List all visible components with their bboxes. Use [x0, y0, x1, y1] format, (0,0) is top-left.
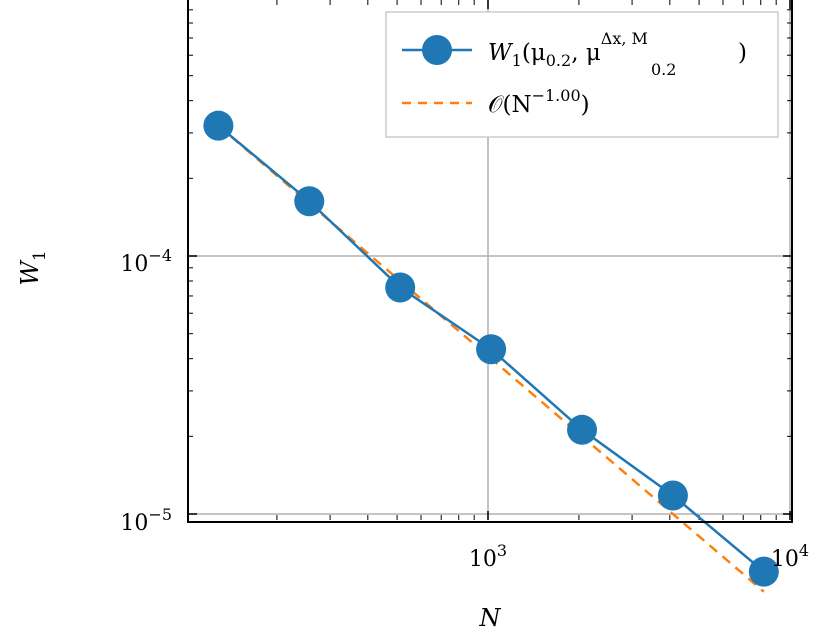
grid: [188, 0, 792, 520]
y-axis-label: W1: [16, 250, 50, 286]
series-1-point-0: [203, 110, 234, 141]
tick-labels: 103 104 10−4 10−5: [120, 246, 809, 572]
series-1-point-1: [294, 186, 325, 217]
legend-box: [385, 11, 779, 138]
series-1-point-3: [476, 334, 507, 365]
series-1-point-5: [657, 480, 688, 511]
series-1-point-2: [385, 272, 416, 303]
series-1-point-6: [748, 556, 779, 587]
plot-frame: [187, 0, 793, 523]
legend-label-series-1: W1(μ0.2, μΔx, M0.2): [488, 29, 747, 79]
y-tick-label-1e-5: 10−5: [120, 505, 172, 536]
major-ticks: [188, 0, 792, 520]
x-tick-label-10000: 104: [771, 541, 809, 572]
x-tick-label-1000: 103: [469, 541, 507, 572]
series-1-point-4: [567, 414, 598, 445]
x-axis-label: N: [479, 604, 502, 632]
legend-label-series-2: 𝒪(N−1.00): [488, 86, 590, 118]
y-tick-label-1e-4: 10−4: [120, 246, 172, 277]
legend-marker-series-1: [422, 35, 452, 65]
legend: W1(μ0.2, μΔx, M0.2) 𝒪(N−1.00): [385, 11, 779, 138]
plot-series: [203, 110, 779, 593]
